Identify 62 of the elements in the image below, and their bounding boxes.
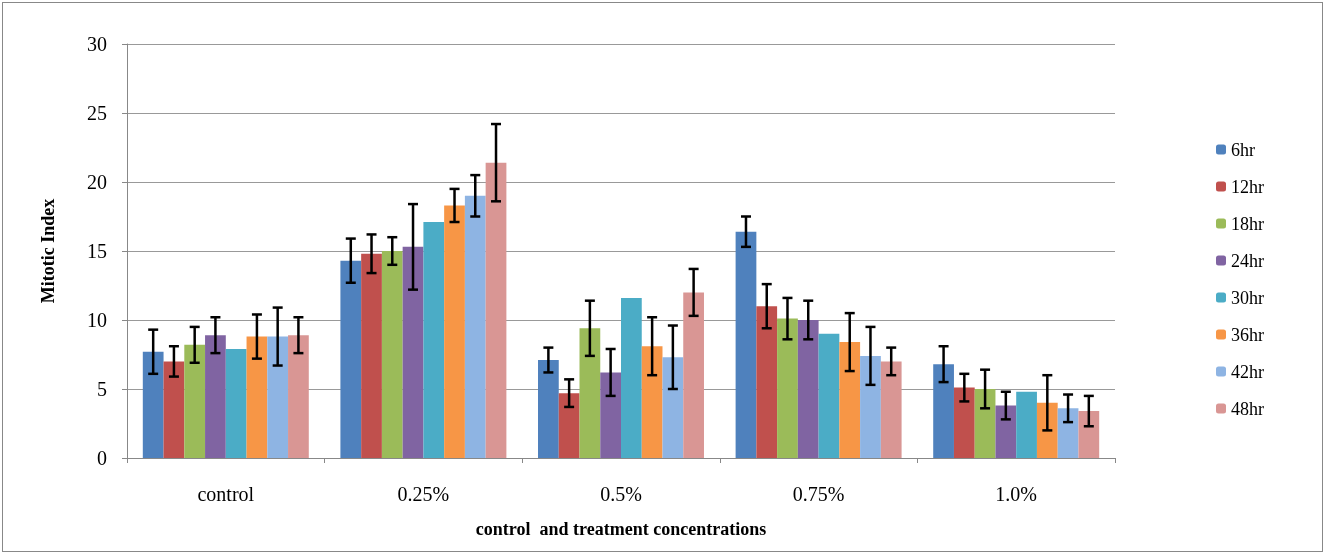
bar (381, 251, 403, 458)
x-axis-title: control and treatment concentrations (475, 519, 767, 539)
y-tick-label: 5 (97, 378, 107, 400)
legend-label: 36hr (1231, 324, 1265, 345)
bar (600, 372, 621, 458)
y-tick-label: 30 (87, 33, 107, 55)
bar (860, 355, 881, 458)
bar (756, 306, 778, 458)
bar (267, 336, 289, 458)
bar (933, 364, 954, 458)
bar (579, 328, 601, 458)
legend-label: 48hr (1231, 398, 1265, 419)
x-tick-label: control (197, 483, 255, 505)
y-tick-label: 15 (87, 240, 107, 262)
bar (1057, 408, 1079, 458)
bar (225, 348, 247, 458)
bar (402, 246, 424, 458)
bar (735, 231, 757, 458)
bar (485, 162, 507, 458)
bar (538, 360, 559, 458)
bar (1036, 402, 1058, 458)
bar (340, 260, 362, 458)
legend-label: 6hr (1231, 139, 1256, 160)
x-tick-label: 0.5% (600, 483, 642, 505)
bar (444, 205, 465, 458)
bar (995, 405, 1017, 458)
x-tick-label: 0.25% (397, 483, 450, 505)
y-tick-label: 20 (87, 171, 107, 193)
bar (880, 361, 902, 458)
legend-label: 24hr (1231, 250, 1265, 271)
bar (797, 320, 819, 458)
bar (361, 253, 382, 458)
bar (953, 387, 975, 458)
y-tick-label: 10 (87, 309, 107, 331)
bar (1016, 391, 1037, 458)
bar (246, 336, 268, 458)
x-tick-label: 1.0% (995, 483, 1038, 505)
bar (288, 335, 309, 458)
bar (777, 318, 798, 458)
bar (839, 342, 861, 458)
bar (621, 297, 642, 458)
legend-label: 18hr (1231, 213, 1265, 234)
y-tick-label: 25 (87, 102, 107, 124)
y-axis-title: Mitotic Index (38, 198, 58, 304)
legend-label: 12hr (1231, 176, 1265, 197)
legend-label: 30hr (1231, 287, 1265, 308)
bar (974, 389, 996, 458)
bar (818, 333, 840, 458)
bar (1078, 411, 1100, 458)
bar (163, 361, 185, 458)
bar (558, 393, 580, 458)
bar (142, 351, 164, 458)
bar (662, 357, 684, 458)
y-tick-label: 0 (97, 447, 107, 469)
bar (641, 346, 663, 458)
bar (423, 222, 445, 458)
x-tick-label: 0.75% (792, 483, 845, 505)
legend-label: 42hr (1231, 361, 1265, 382)
bar (464, 195, 486, 458)
bar (205, 335, 226, 458)
bar (184, 344, 206, 458)
bar (683, 292, 704, 458)
